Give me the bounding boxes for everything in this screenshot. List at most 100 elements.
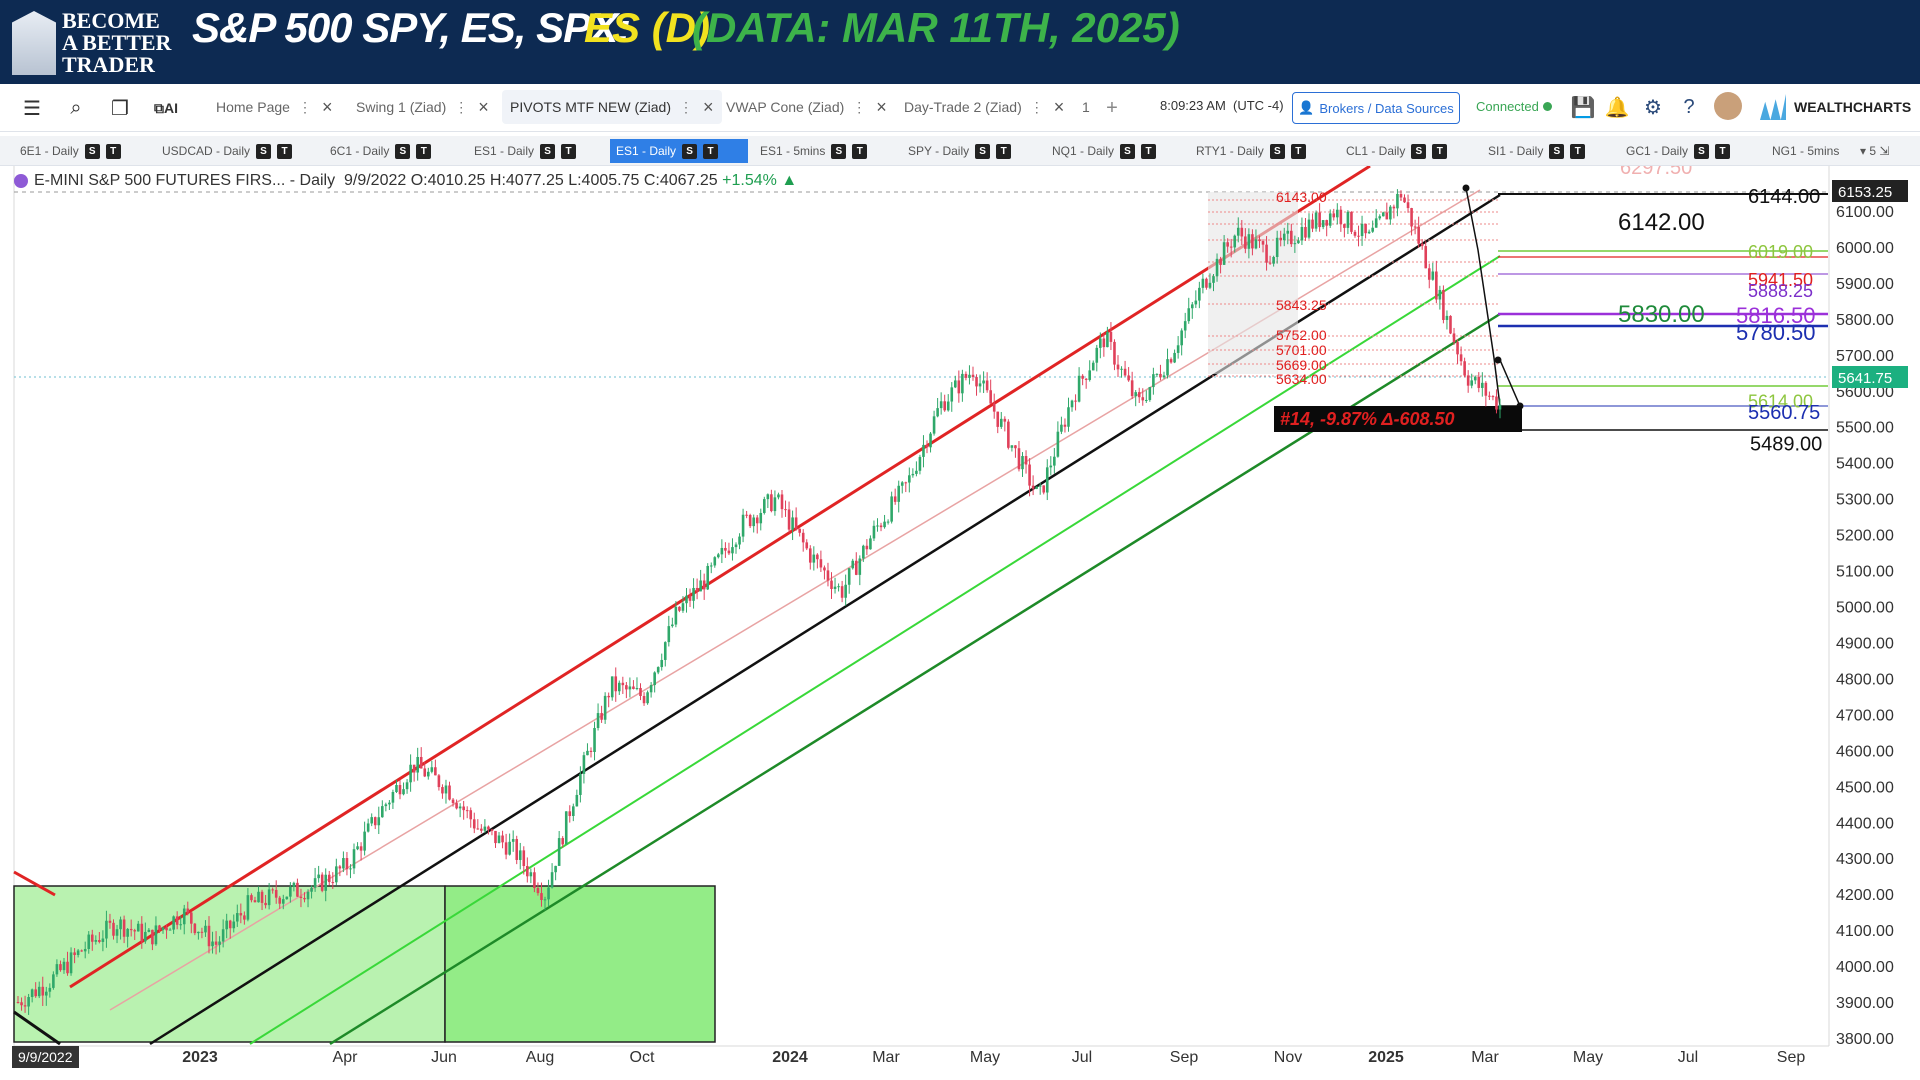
gear-icon[interactable]: ⚙ xyxy=(1644,96,1662,119)
candle-body xyxy=(384,804,388,807)
candle-body xyxy=(1378,216,1382,219)
save-icon[interactable]: 💾 xyxy=(1570,96,1596,119)
help-icon[interactable]: ? xyxy=(1683,95,1695,118)
candle-body xyxy=(243,915,246,920)
candle-body xyxy=(794,517,798,529)
close-icon[interactable]: × xyxy=(478,96,489,117)
indicator-icon xyxy=(14,174,28,188)
price-chart[interactable]: 6100.00 6000.00 5900.00 5800.00 5700.00 5600.… xyxy=(0,166,1920,1080)
candle-body xyxy=(801,532,805,543)
notification-bell-icon[interactable]: 🔔 xyxy=(1604,96,1630,119)
candle-body xyxy=(197,931,200,934)
clock-time: 8:09:23 AM xyxy=(1160,98,1226,113)
s-badge[interactable]: S xyxy=(682,143,698,159)
tab-menu-icon[interactable]: ⋮ xyxy=(679,98,693,115)
candle-body xyxy=(1367,231,1371,234)
candle-body xyxy=(352,849,356,869)
brokers-data-sources-button[interactable]: 👤 Brokers / Data Sources xyxy=(1292,92,1460,124)
t-badge[interactable]: T xyxy=(416,143,432,159)
tab-swing-1[interactable]: Swing 1 (Ziad) ⋮ × xyxy=(348,90,497,124)
tab-vwap-cone[interactable]: VWAP Cone (Ziad) ⋮ × xyxy=(718,90,895,124)
avatar[interactable] xyxy=(1714,92,1742,120)
symbol-tab-active[interactable]: ES1 - Daily S T xyxy=(610,139,748,163)
candle-body xyxy=(667,626,671,643)
symbol-tab[interactable]: NG1 - 5mins xyxy=(1766,139,1845,163)
s-badge[interactable]: S xyxy=(395,143,411,159)
symbol-tab[interactable]: ES1 - 5mins S T xyxy=(754,139,873,163)
green-zone-box-2 xyxy=(444,885,716,1043)
t-badge[interactable]: T xyxy=(1290,143,1306,159)
t-badge[interactable]: T xyxy=(1432,143,1448,159)
pivot-label: 5669.00 xyxy=(1276,357,1327,373)
legend-low: L:4005.75 xyxy=(568,172,640,189)
search-icon[interactable]: ⌕ xyxy=(70,96,82,119)
symbol-tab[interactable]: SI1 - Daily S T xyxy=(1482,139,1591,163)
tab-pivots-mtf-new[interactable]: PIVOTS MTF NEW (Ziad) ⋮ × xyxy=(502,90,722,124)
tab-day-trade-2[interactable]: Day-Trade 2 (Ziad) ⋮ × xyxy=(896,90,1072,124)
s-badge[interactable]: S xyxy=(1269,143,1285,159)
hamburger-menu-icon[interactable]: ☰ xyxy=(23,97,41,120)
candle-body xyxy=(115,929,119,936)
candle-body xyxy=(172,916,175,930)
close-icon[interactable]: × xyxy=(876,96,887,117)
clock-timezone: (UTC -4) xyxy=(1233,98,1284,113)
candle-body xyxy=(1176,345,1180,353)
s-badge[interactable]: S xyxy=(831,143,847,159)
green-zone-box-1 xyxy=(13,885,446,1043)
close-icon[interactable]: × xyxy=(1053,96,1065,117)
t-badge[interactable]: T xyxy=(105,143,121,159)
t-badge[interactable]: T xyxy=(561,143,577,159)
add-tab-icon[interactable]: + xyxy=(1106,96,1118,119)
close-icon[interactable]: × xyxy=(321,96,333,117)
symbol-tab[interactable]: SPY - Daily S T xyxy=(902,139,1017,163)
symbol-tab[interactable]: ES1 - Daily S T xyxy=(468,139,582,163)
tab-menu-icon[interactable]: ⋮ xyxy=(1029,98,1044,115)
t-badge[interactable]: T xyxy=(852,143,868,159)
candle-body xyxy=(600,713,603,720)
s-badge[interactable]: S xyxy=(1549,143,1565,159)
copy-layout-icon[interactable]: ❐ xyxy=(111,97,129,120)
s-badge[interactable]: S xyxy=(1411,143,1427,159)
candle-body xyxy=(1219,258,1222,265)
t-badge[interactable]: T xyxy=(703,143,719,159)
candle-body xyxy=(1038,485,1042,487)
symbol-tab[interactable]: 6E1 - Daily S T xyxy=(14,139,127,163)
time-axis-tick: Jul xyxy=(1678,1049,1698,1066)
symbol-overflow[interactable]: ▾ 5 ⇲ xyxy=(1854,139,1895,163)
candle-body xyxy=(890,496,893,522)
symbol-tab[interactable]: USDCAD - Daily S T xyxy=(156,139,298,163)
candle-body xyxy=(695,587,699,592)
symbol-tab[interactable]: RTY1 - Daily S T xyxy=(1190,139,1312,163)
s-badge[interactable]: S xyxy=(1120,143,1136,159)
close-icon[interactable]: × xyxy=(703,96,714,117)
t-badge[interactable]: T xyxy=(1570,143,1586,159)
s-badge[interactable]: S xyxy=(975,143,991,159)
symbol-tab[interactable]: GC1 - Daily S T xyxy=(1620,139,1736,163)
t-badge[interactable]: T xyxy=(277,143,293,159)
symbol-tab[interactable]: 6C1 - Daily S T xyxy=(324,139,437,163)
symbol-tab[interactable]: NQ1 - Daily S T xyxy=(1046,139,1162,163)
candle-body xyxy=(90,934,94,942)
s-badge[interactable]: S xyxy=(84,143,100,159)
connection-status: Connected xyxy=(1476,99,1552,114)
tab-menu-icon[interactable]: ⋮ xyxy=(454,98,469,115)
candle-body xyxy=(1339,209,1343,225)
tab-menu-icon[interactable]: ⋮ xyxy=(297,98,312,115)
tab-menu-icon[interactable]: ⋮ xyxy=(852,98,867,115)
symbol-tab[interactable]: CL1 - Daily S T xyxy=(1340,139,1453,163)
t-badge[interactable]: T xyxy=(1715,143,1731,159)
candle-body xyxy=(518,850,522,860)
symbol-label: NQ1 - Daily xyxy=(1052,144,1115,158)
tab-home-page[interactable]: Home Page ⋮ × xyxy=(208,90,340,124)
tab-overflow[interactable]: 1 xyxy=(1074,90,1098,124)
candle-body xyxy=(80,950,83,952)
price-tag-high: 6153.25 xyxy=(1838,184,1892,201)
s-badge[interactable]: S xyxy=(540,143,556,159)
t-badge[interactable]: T xyxy=(1141,143,1157,159)
s-badge[interactable]: S xyxy=(256,143,272,159)
s-badge[interactable]: S xyxy=(1694,143,1710,159)
candle-body xyxy=(144,931,147,942)
t-badge[interactable]: T xyxy=(996,143,1012,159)
ai-assistant-icon[interactable]: ⧉AI xyxy=(154,99,178,116)
candle-body xyxy=(1435,271,1438,300)
